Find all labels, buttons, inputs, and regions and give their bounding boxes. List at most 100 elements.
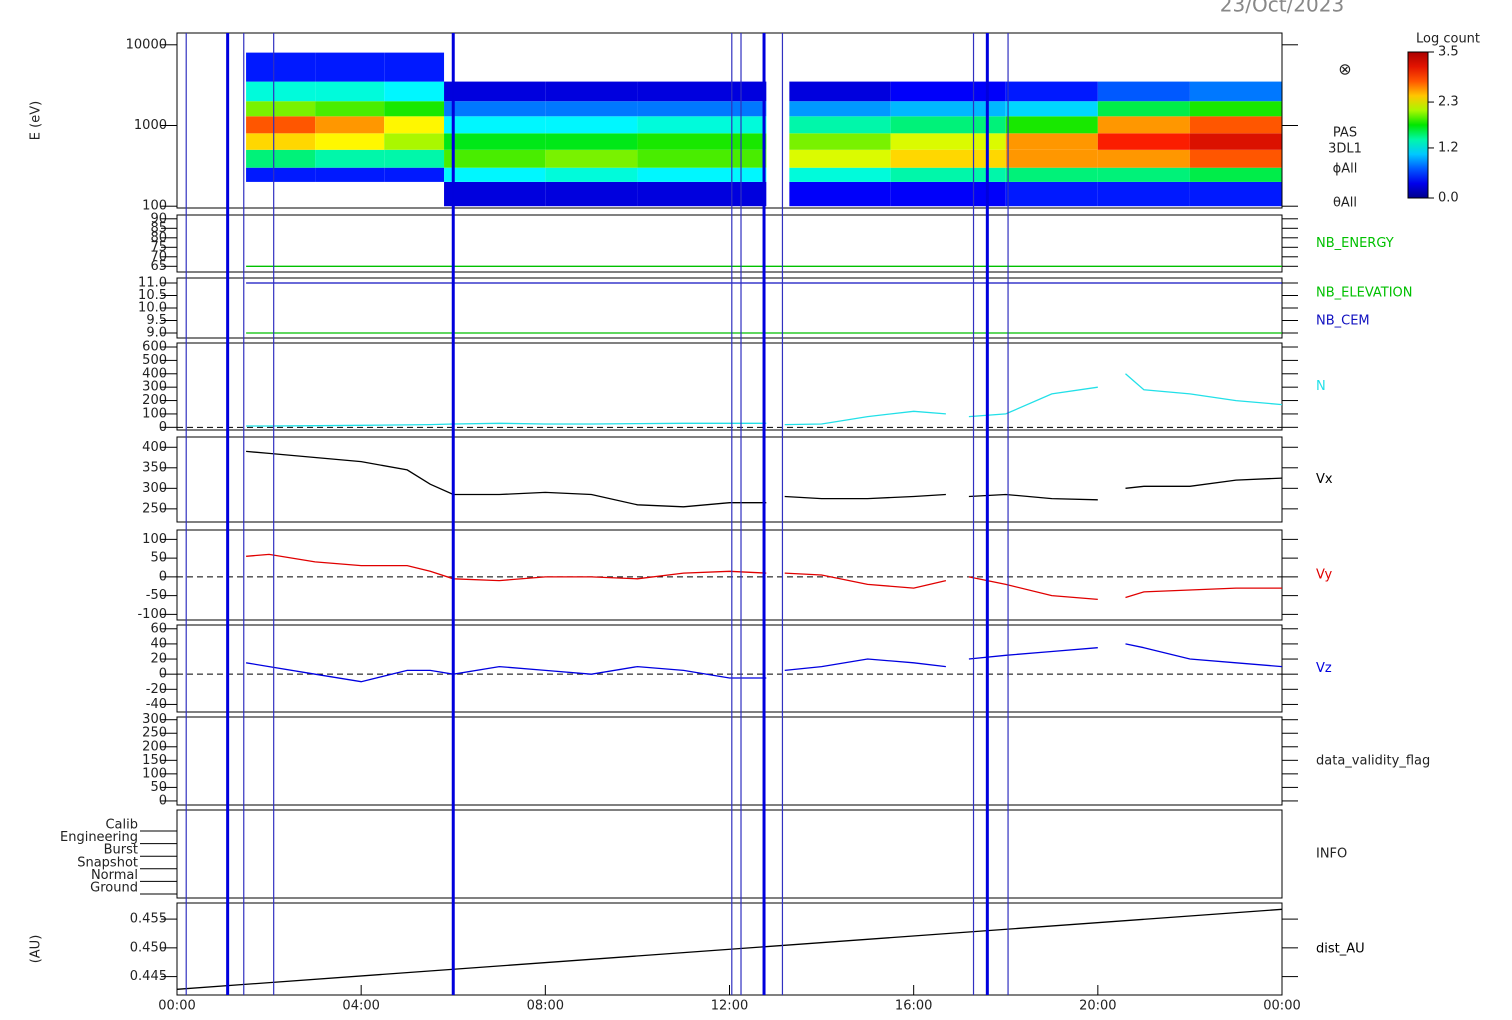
spectrogram-cell (1005, 149, 1098, 168)
spectrogram-cell (384, 149, 445, 168)
spectrogram-cell (1005, 133, 1098, 150)
y-tick-label: 10000 (126, 37, 167, 52)
y-tick-label: 300 (142, 481, 167, 496)
y-tick-label: 400 (142, 440, 167, 455)
y-tick-label: 20 (150, 652, 167, 667)
y-tick-label: 600 (142, 340, 167, 355)
spectrogram-cell (1005, 181, 1098, 207)
y-tick-label: 65 (150, 259, 167, 274)
panel-frame (176, 809, 1283, 899)
spectrogram-cell (789, 133, 891, 150)
spectrogram-cell (384, 116, 445, 134)
category-label: Calib (105, 818, 138, 833)
spectrogram-cell (1005, 167, 1098, 182)
series-line (176, 908, 1283, 990)
colorbar (1407, 51, 1429, 199)
spectrogram-cell (1097, 133, 1190, 150)
series-line (246, 553, 1282, 601)
spectrogram-cell (315, 81, 385, 102)
y-tick-label: 10.5 (138, 288, 167, 303)
spectrogram-cell (1189, 149, 1282, 168)
y-tick-label: 80 (150, 230, 167, 245)
spectrogram-cell (1189, 81, 1282, 102)
y-tick-label: 0.455 (130, 912, 167, 927)
spectrogram-cell (315, 167, 385, 182)
spectrogram-cell (637, 81, 767, 102)
spectrogram-cell (246, 167, 316, 182)
spectrogram-cell (890, 149, 1006, 168)
spectrogram-cell (637, 181, 767, 207)
y-tick-label: -40 (146, 697, 167, 712)
category-label: Engineering (60, 830, 138, 845)
panel-frame (176, 32, 1283, 209)
panel-frame (176, 529, 1283, 621)
x-tick-label: 00:00 (158, 999, 195, 1014)
panel-frame (176, 624, 1283, 713)
x-tick-label: 16:00 (895, 999, 932, 1014)
spectrogram-cell (246, 52, 316, 82)
series-line (245, 643, 1283, 683)
y-tick-label: 40 (150, 636, 167, 651)
spectrogram-cell (1189, 133, 1282, 150)
spectrogram-cell (246, 116, 316, 134)
spectrogram-cell (545, 101, 638, 117)
y-tick-label: 400 (142, 366, 167, 381)
spectrogram-cell (637, 116, 767, 134)
spectrogram-cell (246, 133, 316, 150)
spectrogram-cell (444, 101, 546, 117)
spectrogram-cell (315, 116, 385, 134)
series-label: Vz (1316, 661, 1332, 676)
spectrogram-cell (444, 81, 546, 102)
panel-frame (176, 342, 1283, 431)
spectrogram-cell (789, 81, 891, 102)
x-tick-label: 20:00 (1079, 999, 1116, 1014)
y-tick-label: 1000 (134, 118, 167, 133)
category-label: Burst (104, 843, 138, 858)
y-tick-label: 70 (150, 249, 167, 264)
series-label: Vx (1316, 472, 1333, 487)
spectrogram-cell (315, 101, 385, 117)
series-line (246, 450, 1283, 508)
y-axis-label: (AU) (29, 935, 44, 964)
colorbar-label: 2.3 (1438, 95, 1459, 110)
spectrogram-cell (246, 101, 316, 117)
y-tick-label: 50 (150, 780, 167, 795)
y-tick-label: 100 (142, 532, 167, 547)
y-tick-label: 350 (142, 460, 167, 475)
spectrogram-cell (444, 116, 546, 134)
spectrogram-cell (444, 149, 546, 168)
y-tick-label: 300 (142, 712, 167, 727)
spectrogram-cell (545, 167, 638, 182)
spectrogram-cell (1097, 101, 1190, 117)
spectrogram-cell (1005, 101, 1098, 117)
panel-frame (176, 214, 1283, 273)
y-tick-label: 100 (142, 406, 167, 421)
spectrogram-cell (1097, 167, 1190, 182)
panel-label: INFO (1316, 847, 1347, 862)
y-tick-label: 10.0 (138, 301, 167, 316)
x-tick-label: 12:00 (711, 999, 748, 1014)
series-label: N (1316, 379, 1326, 394)
colorbar-label: 0.0 (1438, 191, 1459, 206)
y-tick-label: 75 (150, 240, 167, 255)
series-label: Vy (1316, 568, 1333, 583)
spectrogram-cell (789, 167, 891, 182)
series-label: NB_CEM (1316, 314, 1370, 329)
spectrogram-cell (637, 133, 767, 150)
series-label: NB_ELEVATION (1316, 286, 1413, 301)
spectrogram-cell (384, 81, 445, 102)
y-tick-label: 9.5 (146, 313, 167, 328)
y-tick-label: 50 (150, 551, 167, 566)
spectrogram-cell (1097, 149, 1190, 168)
y-tick-label: 100 (142, 199, 167, 214)
spectrogram-cell (890, 133, 1006, 150)
series-line (246, 373, 1283, 427)
spectrogram-cell (545, 133, 638, 150)
spectrogram-cell (890, 81, 1006, 102)
spectrogram-cell (444, 167, 546, 182)
symbol: ⊗ (1338, 60, 1351, 79)
panel-frame (176, 277, 1283, 339)
y-axis-label: E (eV) (29, 101, 44, 140)
